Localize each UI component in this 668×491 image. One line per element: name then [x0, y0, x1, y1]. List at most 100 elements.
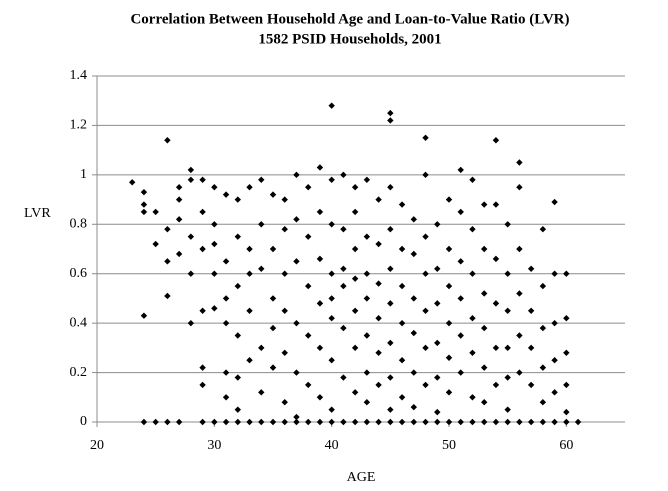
point [563, 381, 570, 389]
point [410, 403, 417, 411]
point [175, 196, 183, 203]
point [363, 176, 371, 183]
point [328, 270, 335, 277]
y-tick-label: 1 [80, 167, 87, 182]
point [140, 418, 148, 426]
point [293, 258, 300, 265]
point [305, 282, 312, 290]
point [387, 406, 394, 413]
point [152, 208, 159, 216]
point [258, 176, 265, 183]
point [258, 418, 265, 426]
point [246, 418, 253, 426]
point [258, 389, 265, 396]
point [269, 364, 277, 371]
point [175, 250, 183, 258]
point [234, 233, 241, 240]
point [269, 324, 277, 332]
point [551, 319, 558, 327]
point [469, 418, 476, 426]
x-tick-label: 50 [442, 438, 456, 453]
point [269, 418, 277, 426]
point [481, 245, 488, 253]
point [305, 381, 312, 389]
point [234, 418, 241, 426]
point [316, 300, 324, 307]
point [305, 418, 312, 426]
point [375, 280, 382, 287]
point [445, 418, 453, 426]
point [222, 369, 230, 376]
point [539, 282, 547, 290]
point [316, 255, 324, 263]
chart-subtitle: 1582 PSID Households, 2001 [258, 31, 441, 47]
point [563, 418, 570, 426]
point [410, 216, 417, 223]
point [410, 250, 417, 258]
point [281, 270, 288, 277]
point [375, 315, 382, 322]
point [211, 418, 218, 426]
point [363, 399, 371, 406]
point [187, 319, 195, 327]
point [375, 196, 382, 203]
point [375, 418, 382, 426]
x-tick-label: 40 [325, 438, 339, 453]
point [445, 354, 453, 361]
point [481, 399, 488, 406]
point [516, 418, 523, 426]
point [328, 406, 335, 413]
point [187, 233, 195, 240]
point [340, 171, 347, 179]
point [211, 270, 218, 277]
point [516, 159, 523, 166]
point [387, 374, 394, 381]
point [410, 369, 417, 376]
point [328, 315, 335, 322]
point [129, 179, 136, 186]
point [246, 245, 253, 253]
point [363, 270, 371, 277]
point [187, 176, 195, 183]
point [539, 364, 547, 371]
point [293, 216, 300, 223]
point [457, 295, 464, 302]
point [351, 245, 359, 253]
point [457, 369, 464, 376]
point [527, 307, 535, 314]
point [222, 319, 230, 327]
point [563, 408, 570, 416]
point [293, 418, 300, 426]
point [481, 290, 488, 297]
point [398, 394, 406, 401]
point [234, 406, 241, 413]
point [222, 418, 230, 426]
point [539, 226, 547, 233]
point [164, 292, 171, 300]
point [422, 233, 429, 240]
point [445, 389, 453, 396]
point [152, 418, 159, 426]
y-tick-label: 1.4 [70, 68, 88, 83]
point [199, 364, 206, 371]
chart-title: Correlation Between Household Age and Lo… [130, 11, 569, 27]
point [492, 344, 500, 352]
y-tick-label: 1.2 [70, 118, 88, 133]
point [211, 305, 218, 312]
point [504, 406, 511, 413]
point [175, 418, 183, 426]
point [422, 134, 429, 141]
point [199, 381, 206, 389]
point [527, 265, 535, 272]
point [363, 295, 371, 302]
point [293, 171, 300, 179]
point [516, 184, 523, 191]
point [351, 275, 359, 282]
point [387, 117, 394, 124]
point [492, 418, 500, 426]
point [328, 295, 335, 302]
point [246, 270, 253, 277]
point [340, 265, 347, 272]
point [445, 245, 453, 253]
